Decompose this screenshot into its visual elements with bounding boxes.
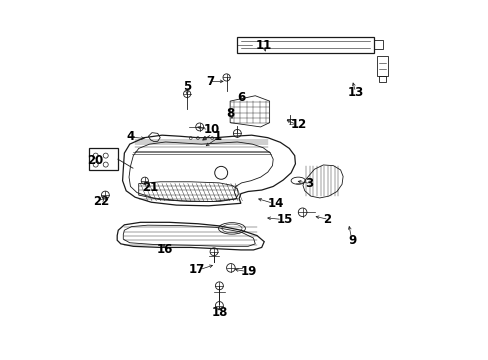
Text: 14: 14 [267,197,284,210]
Text: 21: 21 [142,181,158,194]
Text: 18: 18 [211,306,227,319]
Text: 9: 9 [347,234,355,247]
Text: 11: 11 [256,39,272,52]
Text: 1: 1 [214,130,222,144]
Text: 12: 12 [290,118,307,131]
Text: 5: 5 [183,80,191,93]
Text: 8: 8 [226,107,234,120]
Text: 13: 13 [347,86,363,99]
Text: 19: 19 [241,265,257,278]
Text: 2: 2 [323,213,331,226]
Text: 6: 6 [237,91,245,104]
Text: 17: 17 [188,263,204,276]
Text: 4: 4 [126,130,135,144]
Text: 15: 15 [276,213,292,226]
Text: 3: 3 [305,177,313,190]
Text: 7: 7 [205,75,214,88]
Text: 20: 20 [87,154,103,167]
Text: 22: 22 [93,195,109,208]
Text: 16: 16 [156,243,173,256]
Text: 10: 10 [203,123,219,136]
